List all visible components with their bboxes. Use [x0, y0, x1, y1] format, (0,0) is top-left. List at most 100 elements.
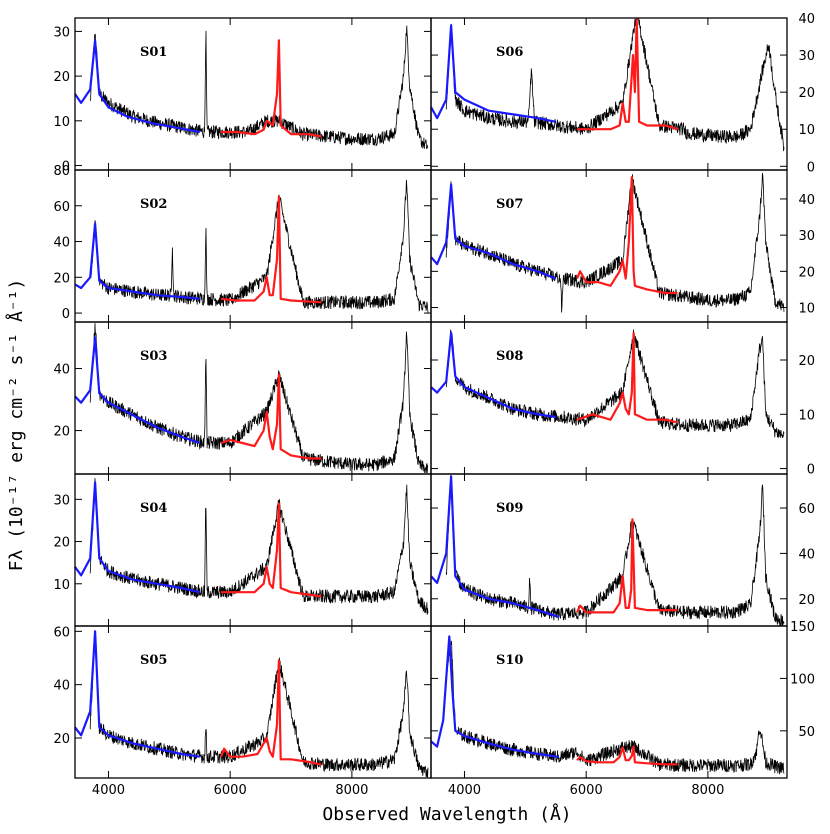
- panel-frame: [74, 17, 432, 171]
- x-tick-label: 6000: [214, 783, 247, 798]
- spectrum-trace: [445, 640, 785, 775]
- y-tick-label: 50: [798, 725, 815, 740]
- red-fit-line: [576, 176, 678, 295]
- panel-s06: S06 0 10 20 30 40: [430, 12, 815, 175]
- panel-frame: [430, 473, 788, 627]
- panel-label: S01: [140, 45, 167, 60]
- spectrum-trace: [445, 474, 785, 627]
- y-tick-label: 20: [53, 732, 70, 747]
- blue-fit-line: [74, 39, 200, 134]
- y-tick-label: 60: [53, 200, 70, 215]
- red-fit-line: [577, 17, 678, 131]
- y-tick-label: 0: [807, 463, 815, 478]
- blue-fit-line: [74, 222, 200, 300]
- panel-frame: [430, 625, 788, 779]
- x-tick-label: 4000: [92, 783, 125, 798]
- red-fit-line: [221, 502, 322, 598]
- red-fit-line: [220, 659, 322, 766]
- panel-label: S02: [140, 197, 167, 212]
- y-tick-label: 0: [62, 160, 70, 175]
- panel-frame: [74, 321, 432, 475]
- y-tick-label: 20: [53, 70, 70, 85]
- y-tick-label: 40: [798, 193, 815, 208]
- y-tick-label: 0: [62, 307, 70, 322]
- blue-fit-line: [430, 24, 557, 123]
- y-tick-label: 0: [807, 160, 815, 175]
- red-fit-line: [221, 39, 322, 138]
- blue-fit-line: [430, 183, 557, 280]
- y-tick-label: 10: [798, 123, 815, 138]
- panel-s08: S08 0 10 20: [430, 321, 815, 478]
- y-tick-label: 30: [53, 25, 70, 40]
- panel-label: S08: [496, 349, 523, 364]
- red-fit-line: [576, 518, 678, 614]
- y-tick-label: 20: [798, 265, 815, 280]
- panel-label: S10: [496, 653, 523, 668]
- panel-label: S04: [140, 501, 167, 516]
- panel-s02: S02 0 20 40 60 80: [53, 164, 432, 323]
- red-fit-line: [576, 745, 678, 766]
- y-tick-label: 40: [798, 12, 815, 27]
- blue-fit-line: [430, 475, 560, 618]
- panel-label: S05: [140, 653, 167, 668]
- y-tick-label: 30: [798, 49, 815, 64]
- y-tick-label: 10: [798, 302, 815, 317]
- spectrum-trace: [445, 172, 785, 313]
- x-tick-label: 4000: [448, 783, 481, 798]
- y-tick-label: 60: [798, 502, 815, 517]
- panel-label: S06: [496, 45, 523, 60]
- y-tick-label: 20: [798, 86, 815, 101]
- blue-fit-line: [74, 336, 201, 445]
- panel-s07: S07 10 20 30 40: [430, 169, 815, 323]
- spectrum-trace: [89, 631, 429, 778]
- blue-fit-line: [74, 481, 201, 594]
- y-tick-label: 10: [798, 408, 815, 423]
- y-tick-label: 40: [798, 547, 815, 562]
- panel-s10: S10 4000 6000 8000 50 100 150: [430, 620, 815, 798]
- spectrum-trace: [89, 25, 429, 149]
- y-tick-label: 40: [53, 236, 70, 251]
- spectrum-trace: [89, 323, 429, 474]
- y-tick-label: 60: [53, 625, 70, 640]
- x-tick-label: 8000: [691, 783, 724, 798]
- y-tick-label: 30: [798, 229, 815, 244]
- y-tick-label: 20: [53, 536, 70, 551]
- panel-label: S09: [496, 501, 523, 516]
- blue-fit-line: [430, 635, 559, 759]
- y-tick-label: 10: [53, 115, 70, 130]
- y-tick-label: 30: [53, 493, 70, 508]
- y-tick-label: 150: [790, 620, 815, 635]
- panel-s03: S03 20 40: [53, 321, 432, 475]
- panel-s04: S04 10 20 30: [53, 473, 432, 627]
- panel-frame: [74, 473, 432, 627]
- red-fit-line: [220, 373, 322, 460]
- x-tick-label: 8000: [335, 783, 368, 798]
- panel-frame: [430, 17, 788, 171]
- spectrum-trace: [445, 329, 785, 439]
- y-tick-label: 80: [53, 164, 70, 179]
- x-axis-title: Observed Wavelength (Å): [322, 803, 571, 825]
- y-tick-label: 10: [53, 578, 70, 593]
- y-tick-label: 20: [53, 425, 70, 440]
- blue-fit-line: [74, 630, 200, 758]
- panel-frame: [430, 321, 788, 475]
- spectrum-trace: [89, 179, 429, 314]
- y-tick-label: 40: [53, 679, 70, 694]
- y-tick-label: 40: [53, 363, 70, 378]
- red-fit-line: [576, 331, 678, 424]
- y-tick-label: 20: [53, 271, 70, 286]
- panel-s09: S09 20 40 60: [430, 473, 815, 627]
- spectrum-trace: [89, 478, 429, 615]
- panel-label: S03: [140, 349, 167, 364]
- y-tick-label: 20: [798, 354, 815, 369]
- spectrum-trace: [445, 18, 785, 152]
- y-tick-label: 20: [798, 593, 815, 608]
- y-axis-title: Fλ (10⁻¹⁷ erg cm⁻² s⁻¹ Å⁻¹): [5, 279, 27, 572]
- x-tick-label: 6000: [570, 783, 603, 798]
- y-tick-label: 100: [790, 672, 815, 687]
- panel-label: S07: [496, 197, 523, 212]
- panel-s05: S05 4000 6000 8000 20 40 60: [53, 625, 432, 798]
- blue-fit-line: [430, 331, 556, 419]
